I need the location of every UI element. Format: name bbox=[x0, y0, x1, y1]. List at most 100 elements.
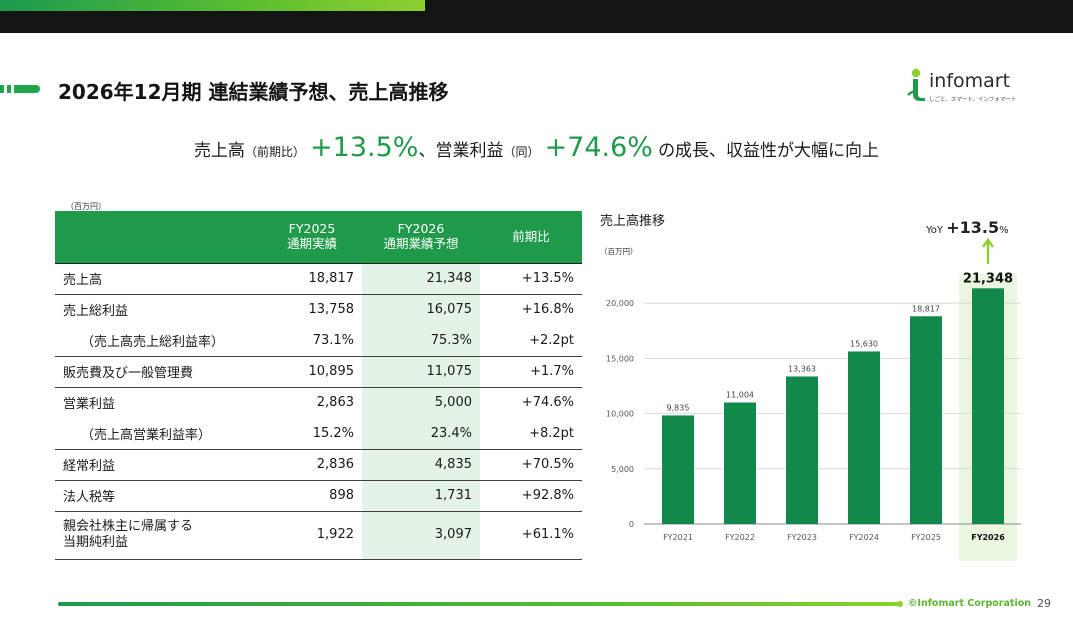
headline-sales-note: （前期比） bbox=[244, 145, 305, 159]
headline-conclusion: の成長、収益性が大幅に向上 bbox=[658, 141, 880, 161]
top-bar bbox=[0, 0, 1073, 33]
row-label: 経常利益 bbox=[55, 449, 262, 481]
bar-value-label: 13,363 bbox=[788, 364, 816, 373]
logo-wordmark: infomart bbox=[929, 70, 1011, 92]
cell-fy2025: 898 bbox=[262, 480, 362, 512]
row-label: （売上高営業利益率） bbox=[55, 418, 262, 450]
cell-change: +16.8% bbox=[521, 302, 574, 318]
cell-change: +1.7% bbox=[480, 356, 582, 388]
bar-FY2024 bbox=[848, 351, 880, 524]
row-label: 売上総利益 bbox=[63, 304, 129, 320]
x-tick-label: FY2021 bbox=[663, 533, 693, 542]
row-label: 販売費及び一般管理費 bbox=[55, 356, 262, 388]
bar-value-label: 15,630 bbox=[850, 339, 878, 348]
table-header-row: FY2025 通期実績 FY2026 通期業績予想 前期比 bbox=[55, 211, 582, 263]
bar-FY2023 bbox=[786, 376, 818, 524]
row-label: 法人税等 bbox=[55, 480, 262, 512]
financial-forecast-table: FY2025 通期実績 FY2026 通期業績予想 前期比 売上高 18,817 2… bbox=[55, 211, 582, 560]
footer-copyright: ©Infomart Corporation bbox=[908, 598, 1031, 609]
cell-fy2025: 2,863 bbox=[316, 395, 354, 411]
header-yoy: 前期比 bbox=[480, 211, 582, 263]
cell-change: +2.2pt bbox=[480, 325, 582, 357]
title-marker-dot-1 bbox=[0, 85, 4, 93]
cell-fy2025: 15.2% bbox=[262, 418, 362, 450]
bar-FY2022 bbox=[724, 402, 756, 524]
header-item bbox=[55, 211, 262, 263]
headline-sales-growth: +13.5% bbox=[310, 132, 419, 163]
y-tick-label: 20,000 bbox=[606, 299, 634, 308]
table-unit-label: （百万円） bbox=[66, 202, 106, 211]
cell-fy2026: 4,835 bbox=[362, 449, 480, 481]
yoy-annotation: YoY +13.5% bbox=[925, 218, 1009, 237]
header-fy2025: FY2025 通期実績 bbox=[262, 211, 362, 263]
cell-change: +8.2pt bbox=[480, 418, 582, 450]
cell-change: +92.8% bbox=[480, 480, 582, 512]
cell-fy2026: 75.3% bbox=[362, 325, 480, 357]
cell-fy2025: 18,817 bbox=[262, 262, 362, 295]
cell-fy2026: 5,000 bbox=[362, 387, 480, 418]
y-tick-label: 10,000 bbox=[606, 410, 634, 419]
row-label: 親会社株主に帰属する 当期純利益 bbox=[55, 511, 262, 560]
cell-change: +74.6% bbox=[521, 395, 574, 411]
page-number: 29 bbox=[1037, 597, 1051, 610]
headline: 売上高（前期比） +13.5%、営業利益（同） +74.6% の成長、収益性が大… bbox=[0, 132, 1073, 163]
cell-change: +13.5% bbox=[480, 262, 582, 295]
x-tick-label: FY2026 bbox=[971, 533, 1005, 542]
table-row: （売上高営業利益率） 15.2% 23.4% +8.2pt bbox=[55, 418, 582, 450]
table-row: 売上総利益 13,758 16,075 +16.8% bbox=[55, 294, 582, 325]
y-tick-label: 5,000 bbox=[611, 465, 634, 474]
top-bar-accent bbox=[0, 0, 425, 11]
table-row: 営業利益 2,863 5,000 +74.6% bbox=[55, 387, 582, 418]
x-tick-label: FY2025 bbox=[911, 533, 941, 542]
chart-title: 売上高推移 bbox=[600, 214, 666, 229]
cell-fy2026: 21,348 bbox=[362, 262, 480, 295]
cell-fy2025: 73.1% bbox=[262, 325, 362, 357]
bar-value-label: 21,348 bbox=[963, 271, 1013, 286]
bar-FY2025 bbox=[910, 316, 942, 524]
bar-FY2021 bbox=[662, 415, 694, 524]
cell-fy2025: 1,922 bbox=[262, 511, 362, 560]
footer-line bbox=[58, 602, 901, 606]
y-tick-label: 15,000 bbox=[606, 354, 634, 363]
title-marker bbox=[0, 85, 40, 93]
table-row: 経常利益 2,836 4,835 +70.5% bbox=[55, 449, 582, 481]
table-row: 親会社株主に帰属する 当期純利益 1,922 3,097 +61.1% bbox=[55, 511, 582, 560]
chart-y-unit: （百万円） bbox=[600, 247, 638, 256]
yoy-arrow-head bbox=[982, 237, 994, 248]
title-marker-bar bbox=[14, 85, 40, 93]
x-tick-label: FY2023 bbox=[787, 533, 817, 542]
headline-op-growth: +74.6% bbox=[544, 132, 653, 163]
x-tick-label: FY2024 bbox=[849, 533, 879, 542]
table-row: （売上高売上総利益率） 73.1% 75.3% +2.2pt bbox=[55, 325, 582, 357]
table-row: 販売費及び一般管理費 10,895 11,075 +1.7% bbox=[55, 356, 582, 388]
logo-tagline: しごと、スマート。インフォマート bbox=[929, 97, 1017, 103]
table-row: 法人税等 898 1,731 +92.8% bbox=[55, 480, 582, 512]
headline-op-note: （同） bbox=[503, 145, 540, 159]
cell-fy2025: 13,758 bbox=[308, 302, 355, 318]
cell-fy2026: 3,097 bbox=[362, 511, 480, 560]
company-logo: infomart しごと、スマート。インフォマート bbox=[905, 68, 1035, 108]
footer-dot bbox=[897, 601, 903, 607]
cell-fy2026: 11,075 bbox=[362, 356, 480, 388]
cell-fy2025: 10,895 bbox=[262, 356, 362, 388]
row-label: 営業利益 bbox=[63, 397, 116, 413]
logo-person-icon bbox=[907, 68, 925, 101]
cell-fy2025: 2,836 bbox=[262, 449, 362, 481]
x-tick-label: FY2022 bbox=[725, 533, 755, 542]
cell-change: +61.1% bbox=[480, 511, 582, 560]
row-label: 売上高 bbox=[55, 262, 262, 295]
bar-value-label: 11,004 bbox=[726, 391, 754, 400]
cell-fy2026: 16,075 bbox=[362, 294, 480, 325]
title-marker-dot-2 bbox=[7, 85, 11, 93]
header-fy2026: FY2026 通期業績予想 bbox=[362, 211, 480, 263]
bar-value-label: 18,817 bbox=[912, 304, 940, 313]
table-row: 売上高 18,817 21,348 +13.5% bbox=[55, 262, 582, 295]
bar-FY2026 bbox=[972, 288, 1004, 524]
cell-change: +70.5% bbox=[480, 449, 582, 481]
headline-op-label: 、営業利益 bbox=[418, 141, 504, 161]
bar-value-label: 9,835 bbox=[667, 403, 690, 412]
headline-sales-label: 売上高 bbox=[193, 141, 245, 161]
cell-fy2026: 1,731 bbox=[362, 480, 480, 512]
page-title: 2026年12月期 連結業績予想、売上高推移 bbox=[58, 80, 449, 104]
sales-bar-chart: （百万円） 0 5,000 10,000 15,000 20,000 9,835 FY2021… bbox=[600, 218, 1021, 561]
